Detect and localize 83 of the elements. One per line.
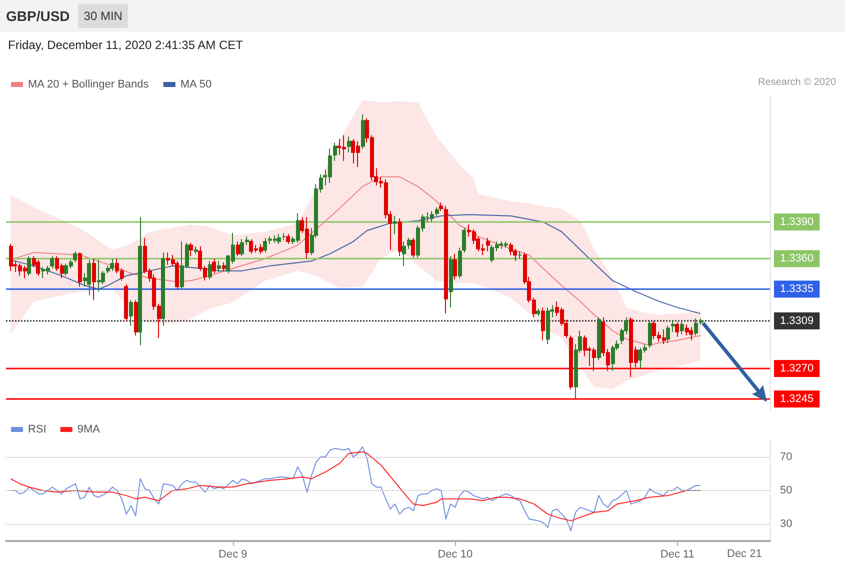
candlestick bbox=[138, 216, 142, 346]
candlestick bbox=[402, 241, 406, 266]
candlestick bbox=[240, 238, 244, 257]
y-tick-label: 70 bbox=[780, 450, 792, 463]
candlestick bbox=[92, 258, 96, 301]
ref-line-label: 1.3309 bbox=[780, 314, 814, 327]
candlestick bbox=[449, 256, 453, 308]
candlestick bbox=[194, 246, 198, 254]
text: 30 MIN bbox=[78, 4, 128, 28]
candlestick bbox=[212, 258, 216, 274]
candlestick bbox=[680, 320, 684, 335]
candlestick bbox=[222, 262, 226, 272]
y-tick-label: 50 bbox=[780, 484, 792, 496]
candlestick bbox=[50, 256, 54, 269]
candlestick bbox=[411, 237, 415, 258]
candlestick bbox=[208, 260, 212, 280]
chart-subtitle: Friday, December 11, 2020 2:41:35 AM CET bbox=[8, 38, 244, 52]
candlestick bbox=[541, 306, 545, 341]
candlestick bbox=[685, 324, 689, 336]
candlestick bbox=[263, 237, 267, 253]
candlestick bbox=[245, 236, 249, 246]
candlestick bbox=[189, 242, 193, 257]
candlestick bbox=[97, 259, 101, 292]
candlestick bbox=[393, 215, 397, 235]
candlestick bbox=[217, 260, 221, 273]
candlestick bbox=[161, 252, 165, 326]
candlestick bbox=[78, 252, 82, 288]
chart-title: GBP/USD bbox=[6, 8, 70, 24]
candlestick bbox=[87, 259, 91, 296]
legend-label: 9MA bbox=[77, 424, 101, 436]
candlestick bbox=[462, 228, 466, 253]
candlestick bbox=[110, 258, 114, 272]
ref-line-label: 1.3390 bbox=[780, 216, 814, 228]
y-tick-label: 30 bbox=[780, 518, 792, 530]
candlestick bbox=[124, 284, 128, 322]
candlestick bbox=[675, 322, 679, 338]
legend-label: MA 20 + Bollinger Bands bbox=[28, 78, 150, 90]
candlestick bbox=[648, 320, 652, 348]
candlestick bbox=[27, 256, 31, 276]
candlestick bbox=[536, 308, 540, 316]
line-series bbox=[10, 446, 702, 532]
text: Dec 21 bbox=[727, 548, 762, 560]
legend-label: MA 50 bbox=[180, 78, 212, 90]
candlestick bbox=[286, 234, 290, 244]
candlestick bbox=[407, 237, 411, 250]
candlestick bbox=[435, 206, 439, 216]
x-tick-label: Dec 10 bbox=[438, 548, 473, 560]
text: Research © 2020 bbox=[758, 77, 836, 88]
candlestick bbox=[282, 232, 286, 241]
candlestick bbox=[333, 142, 337, 162]
candlestick bbox=[398, 218, 402, 257]
line-series bbox=[10, 451, 702, 522]
x-tick-label: Dec 11 bbox=[660, 548, 694, 560]
candlestick bbox=[36, 259, 40, 276]
candlestick bbox=[546, 306, 550, 345]
candlestick bbox=[486, 237, 490, 252]
candlestick bbox=[439, 202, 443, 212]
candlestick bbox=[699, 318, 703, 326]
candlestick bbox=[347, 136, 351, 153]
candlestick bbox=[518, 250, 522, 260]
candlestick bbox=[134, 300, 138, 336]
candlestick bbox=[444, 206, 448, 314]
candlestick bbox=[666, 325, 670, 344]
candlestick bbox=[277, 234, 281, 244]
candlestick bbox=[611, 344, 615, 372]
candlestick bbox=[597, 316, 601, 360]
candlestick bbox=[458, 247, 462, 279]
legend-label: RSI bbox=[28, 424, 46, 436]
candlestick bbox=[671, 320, 675, 332]
ref-line-label: 1.3245 bbox=[780, 393, 814, 406]
ref-line-label: 1.3335 bbox=[780, 283, 814, 296]
ref-line-label: 1.3270 bbox=[780, 362, 814, 374]
ref-line-label: 1.3360 bbox=[780, 252, 814, 265]
x-tick-label: Dec 9 bbox=[218, 548, 248, 560]
candlestick bbox=[569, 335, 573, 390]
candlestick bbox=[129, 300, 133, 326]
candlestick bbox=[689, 326, 693, 341]
candlestick bbox=[73, 250, 77, 263]
candlestick bbox=[236, 241, 240, 257]
candlestick bbox=[453, 253, 457, 280]
candlestick bbox=[694, 318, 698, 336]
candlestick bbox=[361, 114, 365, 150]
candlestick bbox=[9, 243, 13, 272]
